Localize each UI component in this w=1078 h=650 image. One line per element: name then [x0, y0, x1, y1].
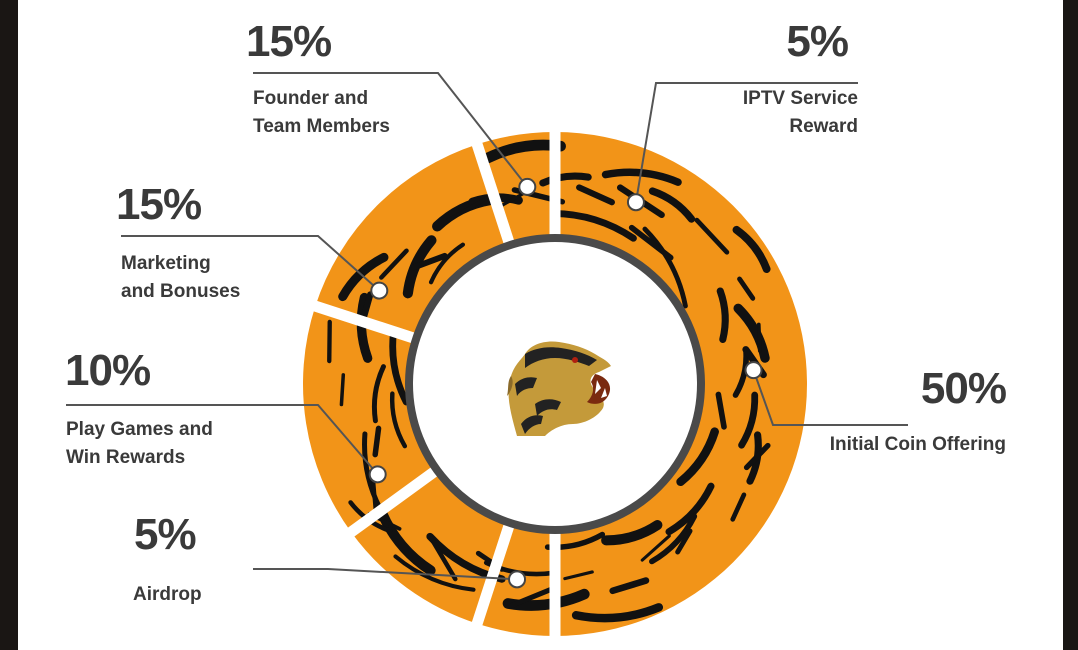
tiger-stripe — [756, 322, 762, 353]
leader-lines — [66, 72, 908, 589]
donut-chart — [66, 72, 908, 640]
tiger-stripe — [737, 276, 756, 301]
slice-separators — [309, 128, 561, 640]
tiger-stripe — [609, 577, 650, 595]
leader-line-ico — [752, 369, 908, 426]
pct-iptv: 5% — [786, 17, 849, 66]
tiger-stripe — [563, 570, 594, 581]
tiger-stripe — [738, 391, 759, 449]
tiger-stripe — [549, 209, 637, 242]
tiger-stripe — [694, 217, 730, 255]
tiger-stripe — [446, 195, 491, 222]
slice-separator — [309, 299, 422, 346]
tiger-stripe — [649, 513, 698, 565]
tokenomics-panel: 15% Founder and Team Members 5% IPTV Ser… — [18, 0, 1063, 650]
tiger-stripe — [429, 536, 458, 582]
slice-marketing — [303, 306, 437, 533]
label-marketing: Marketing and Bonuses — [121, 253, 241, 302]
tiger-stripe — [642, 226, 688, 309]
label-iptv: IPTV Service Reward — [742, 88, 858, 137]
tiger-stripe — [716, 287, 729, 344]
tiger-stripe — [601, 168, 682, 186]
pct-play-games: 10% — [65, 346, 151, 395]
tiger-stripe — [732, 225, 771, 273]
slice-founder — [315, 144, 510, 339]
leader-line-marketing — [121, 235, 380, 292]
tiger-stripe — [339, 373, 346, 407]
tiger-stripe — [601, 520, 663, 546]
tiger-head-logo-icon — [507, 341, 611, 436]
tiger-stripe — [371, 364, 386, 424]
tiger-stripe — [715, 391, 727, 430]
tiger-stripe — [743, 442, 771, 471]
tiger-stripe — [628, 224, 674, 261]
marker-dot-founder — [518, 177, 537, 196]
leader-line-airdrop — [253, 568, 518, 581]
tiger-stripe — [665, 482, 715, 536]
tiger-stripe — [539, 172, 592, 187]
marker-dot-play-games — [368, 465, 387, 484]
tiger-stripes — [327, 139, 771, 623]
leader-line-iptv — [634, 82, 858, 203]
tiger-stripe — [428, 242, 466, 285]
tiger-stripe — [411, 252, 448, 271]
tiger-stripe — [372, 425, 382, 458]
slice-separator — [470, 138, 517, 251]
slice-separator — [344, 463, 444, 539]
tiger-stripe — [648, 187, 696, 223]
tiger-stripe — [379, 248, 409, 280]
tiger-stripe — [393, 554, 476, 592]
marker-dot-ico — [744, 361, 763, 380]
tiger-stripe — [356, 292, 373, 363]
pct-marketing: 15% — [116, 180, 202, 229]
tiger-stripe — [360, 291, 374, 323]
tiger-stripe — [640, 534, 671, 562]
tiger-stripe — [732, 349, 750, 398]
pct-airdrop: 5% — [134, 510, 197, 559]
slice-ico — [555, 132, 807, 636]
marker-dot-iptv — [626, 193, 645, 212]
label-ico: Initial Coin Offering — [829, 434, 1006, 455]
marker-dot-marketing — [370, 281, 389, 300]
tiger-stripe — [389, 391, 408, 449]
marker-dot-airdrop — [508, 570, 527, 589]
tiger-stripe — [733, 303, 770, 363]
tiger-stripe — [389, 328, 410, 406]
pct-founder: 15% — [246, 17, 332, 66]
label-play-games: Play Games and Win Rewards — [66, 419, 213, 468]
tiger-stripe — [675, 528, 693, 555]
leader-line-founder — [253, 72, 529, 188]
tiger-stripe — [576, 184, 615, 206]
tiger-stripe — [571, 603, 664, 623]
slice-separator — [470, 517, 517, 630]
pct-ico: 50% — [920, 364, 1007, 413]
label-airdrop: Airdrop — [133, 584, 202, 605]
tiger-stripe — [508, 585, 557, 609]
label-founder: Founder and Team Members — [253, 88, 390, 137]
tiger-stripe — [730, 492, 747, 522]
leader-line-play-games — [66, 404, 379, 475]
tiger-stripe — [676, 427, 719, 487]
